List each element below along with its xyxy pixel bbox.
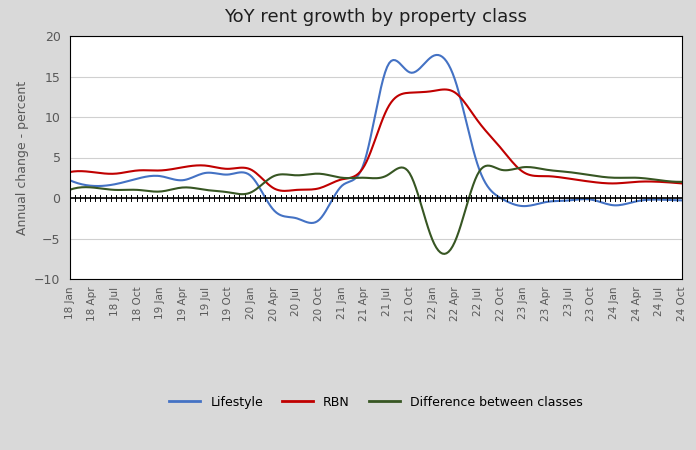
Difference between classes: [586, 172, 594, 178]
Difference between classes: [483, 163, 491, 168]
RBN: [68, 169, 76, 175]
Legend: Lifestyle, RBN, Difference between classes: Lifestyle, RBN, Difference between class…: [164, 391, 587, 414]
RBN: [432, 88, 441, 93]
Difference between classes: [65, 187, 74, 193]
RBN: [430, 88, 438, 94]
Y-axis label: Annual change - percent: Annual change - percent: [15, 81, 29, 234]
Difference between classes: [443, 251, 451, 256]
Difference between classes: [678, 179, 686, 184]
RBN: [586, 179, 594, 184]
Lifestyle: [444, 62, 452, 68]
Lifestyle: [678, 198, 686, 203]
Title: YoY rent growth by property class: YoY rent growth by property class: [224, 8, 528, 26]
Difference between classes: [624, 175, 633, 180]
RBN: [444, 87, 452, 93]
Difference between classes: [441, 251, 449, 256]
Difference between classes: [68, 186, 76, 192]
RBN: [441, 87, 449, 92]
Lifestyle: [432, 52, 441, 58]
Lifestyle: [430, 53, 438, 58]
Difference between classes: [428, 237, 436, 242]
RBN: [678, 181, 686, 186]
Line: Lifestyle: Lifestyle: [70, 55, 682, 223]
RBN: [65, 169, 74, 175]
Line: Difference between classes: Difference between classes: [70, 166, 682, 254]
RBN: [624, 180, 633, 185]
Lifestyle: [68, 178, 76, 184]
Line: RBN: RBN: [70, 90, 682, 191]
Lifestyle: [307, 220, 315, 226]
Lifestyle: [434, 52, 443, 58]
RBN: [280, 188, 289, 194]
Lifestyle: [624, 201, 633, 206]
Difference between classes: [430, 241, 438, 247]
Lifestyle: [65, 177, 74, 183]
Lifestyle: [586, 197, 594, 202]
